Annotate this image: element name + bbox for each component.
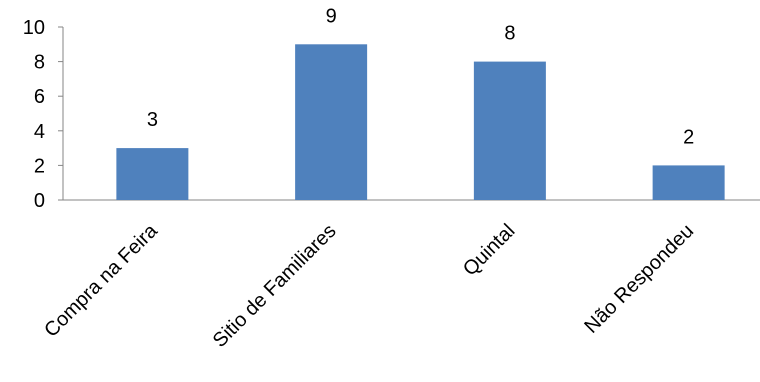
bar <box>473 61 546 200</box>
y-tick-label: 4 <box>34 121 45 143</box>
category-label: Sitio de Familiares <box>209 220 341 352</box>
category-label: Quintal <box>459 220 519 280</box>
data-labels: 3 9 8 2 <box>147 5 694 148</box>
bar <box>652 165 725 200</box>
data-label: 3 <box>147 109 158 131</box>
y-tick-label: 6 <box>34 86 45 108</box>
data-label: 9 <box>326 5 337 27</box>
bars <box>116 44 725 200</box>
bar <box>116 148 189 200</box>
y-tick-label: 8 <box>34 52 45 74</box>
category-labels: Compra na Feira Sitio de Familiares Quinta… <box>40 219 698 352</box>
data-label: 2 <box>683 126 694 148</box>
category-label: Compra na Feira <box>40 219 162 341</box>
y-tick-label: 10 <box>23 17 45 39</box>
y-tick-label: 0 <box>34 190 45 212</box>
y-axis: 0 2 4 6 8 10 <box>23 17 64 212</box>
category-label: Não Respondeu <box>580 220 698 338</box>
y-tick-label: 2 <box>34 155 45 177</box>
data-label: 8 <box>504 23 515 45</box>
bar <box>295 44 368 200</box>
